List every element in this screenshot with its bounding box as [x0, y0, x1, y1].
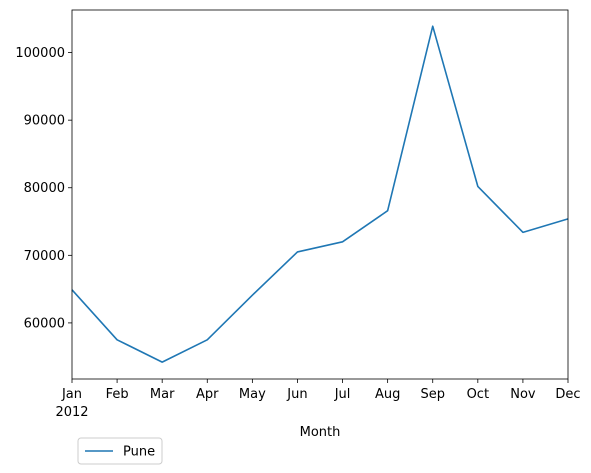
legend: Pune — [77, 437, 163, 465]
series-line-pune — [71, 25, 569, 363]
x-axis: Jan Feb Mar Apr May Jun Jul Aug Sep Oct Nov Dec 2012 — [55, 379, 581, 420]
plot-frame — [71, 9, 569, 380]
y-tick-label-60000: 60000 — [24, 316, 65, 331]
x-tick-label-sep: Sep — [420, 387, 445, 402]
x-tick-label-mar: Mar — [150, 387, 175, 402]
y-tick-label-80000: 80000 — [24, 181, 65, 196]
x-tick-label-feb: Feb — [106, 387, 129, 402]
x-axis-title: Month — [300, 425, 341, 440]
x-year-label: 2012 — [55, 405, 88, 420]
x-tick-label-jul: Jul — [334, 387, 351, 402]
y-tick-label-90000: 90000 — [24, 114, 65, 129]
x-tick-label-nov: Nov — [510, 387, 536, 402]
y-tick-label-70000: 70000 — [24, 249, 65, 264]
legend-box — [77, 437, 163, 465]
y-tick-label-100000: 100000 — [15, 46, 65, 61]
x-tick-label-dec: Dec — [555, 387, 580, 402]
x-tick-label-oct: Oct — [467, 387, 489, 402]
y-axis: 60000 70000 80000 90000 100000 — [15, 46, 72, 331]
x-tick-label-jan: Jan — [61, 387, 82, 402]
x-tick-label-jun: Jun — [286, 387, 307, 402]
x-tick-label-apr: Apr — [196, 387, 219, 402]
x-tick-label-may: May — [239, 387, 266, 402]
plot-area — [71, 9, 569, 380]
legend-label-pune: Pune — [123, 445, 155, 460]
x-tick-label-aug: Aug — [375, 387, 400, 402]
